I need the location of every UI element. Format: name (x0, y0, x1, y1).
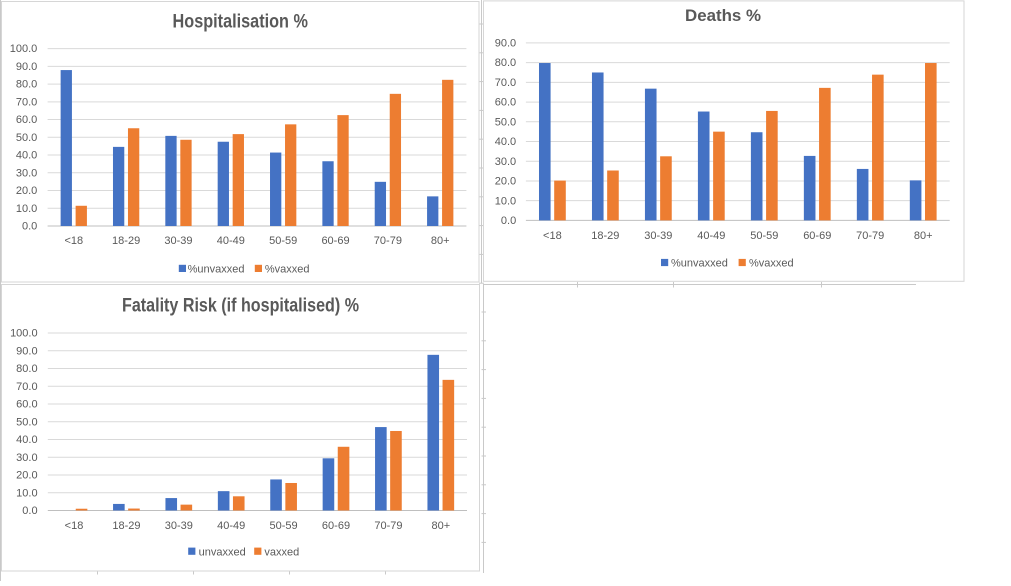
svg-text:<18: <18 (65, 520, 84, 532)
svg-text:50-59: 50-59 (269, 235, 297, 247)
svg-text:vaxxed: vaxxed (264, 546, 299, 558)
svg-text:90.0: 90.0 (16, 345, 37, 357)
svg-text:50-59: 50-59 (750, 230, 778, 242)
svg-text:<18: <18 (543, 230, 562, 242)
svg-text:30-39: 30-39 (164, 235, 192, 247)
svg-text:0.0: 0.0 (22, 505, 37, 517)
svg-text:80.0: 80.0 (495, 57, 516, 69)
svg-text:50.0: 50.0 (16, 132, 37, 144)
svg-text:60-69: 60-69 (321, 235, 349, 247)
svg-text:60.0: 60.0 (495, 97, 516, 109)
svg-text:90.0: 90.0 (16, 61, 37, 73)
svg-text:70-79: 70-79 (374, 235, 402, 247)
svg-text:40.0: 40.0 (16, 150, 37, 162)
svg-text:70-79: 70-79 (856, 230, 884, 242)
svg-text:%vaxxed: %vaxxed (749, 258, 794, 270)
svg-text:40-49: 40-49 (217, 520, 245, 532)
svg-text:100.0: 100.0 (10, 328, 38, 340)
svg-text:70.0: 70.0 (495, 77, 516, 89)
svg-text:90.0: 90.0 (495, 38, 516, 50)
svg-text:60-69: 60-69 (803, 230, 831, 242)
svg-text:18-29: 18-29 (112, 235, 140, 247)
svg-text:30.0: 30.0 (16, 167, 37, 179)
svg-text:50.0: 50.0 (495, 116, 516, 128)
svg-text:60.0: 60.0 (16, 399, 37, 411)
svg-text:18-29: 18-29 (112, 520, 140, 532)
svg-text:30.0: 30.0 (495, 156, 516, 168)
svg-text:40.0: 40.0 (16, 434, 37, 446)
svg-text:40.0: 40.0 (495, 136, 516, 148)
svg-text:30.0: 30.0 (16, 452, 37, 464)
svg-text:50-59: 50-59 (270, 520, 298, 532)
svg-text:30-39: 30-39 (165, 520, 193, 532)
svg-text:80+: 80+ (914, 230, 933, 242)
svg-text:%unvaxxed: %unvaxxed (188, 264, 245, 276)
svg-text:60.0: 60.0 (16, 114, 37, 126)
svg-text:60-69: 60-69 (322, 520, 350, 532)
svg-text:20.0: 20.0 (16, 185, 37, 197)
svg-text:20.0: 20.0 (495, 176, 516, 188)
svg-text:<18: <18 (64, 235, 83, 247)
svg-text:0.0: 0.0 (22, 221, 37, 233)
svg-text:10.0: 10.0 (16, 487, 37, 499)
svg-text:unvaxxed: unvaxxed (199, 546, 246, 558)
svg-text:80+: 80+ (431, 235, 450, 247)
svg-text:0.0: 0.0 (501, 215, 516, 227)
svg-text:%unvaxxed: %unvaxxed (671, 258, 728, 270)
svg-text:Hospitalisation %: Hospitalisation % (173, 11, 308, 33)
svg-text:70.0: 70.0 (16, 96, 37, 108)
svg-text:10.0: 10.0 (495, 195, 516, 207)
svg-text:50.0: 50.0 (16, 416, 37, 428)
svg-text:80.0: 80.0 (16, 79, 37, 91)
svg-text:70.0: 70.0 (16, 381, 37, 393)
svg-text:30-39: 30-39 (644, 230, 672, 242)
svg-text:Fatality Risk (if hospitalised: Fatality Risk (if hospitalised) % (122, 295, 359, 317)
svg-text:100.0: 100.0 (10, 43, 38, 55)
svg-text:80.0: 80.0 (16, 363, 37, 375)
svg-text:Deaths %: Deaths % (685, 7, 761, 25)
svg-text:40-49: 40-49 (217, 235, 245, 247)
svg-text:70-79: 70-79 (374, 520, 402, 532)
svg-text:18-29: 18-29 (591, 230, 619, 242)
svg-text:10.0: 10.0 (16, 203, 37, 215)
svg-text:%vaxxed: %vaxxed (265, 264, 310, 276)
svg-text:20.0: 20.0 (16, 470, 37, 482)
svg-text:40-49: 40-49 (697, 230, 725, 242)
svg-text:80+: 80+ (431, 520, 450, 532)
